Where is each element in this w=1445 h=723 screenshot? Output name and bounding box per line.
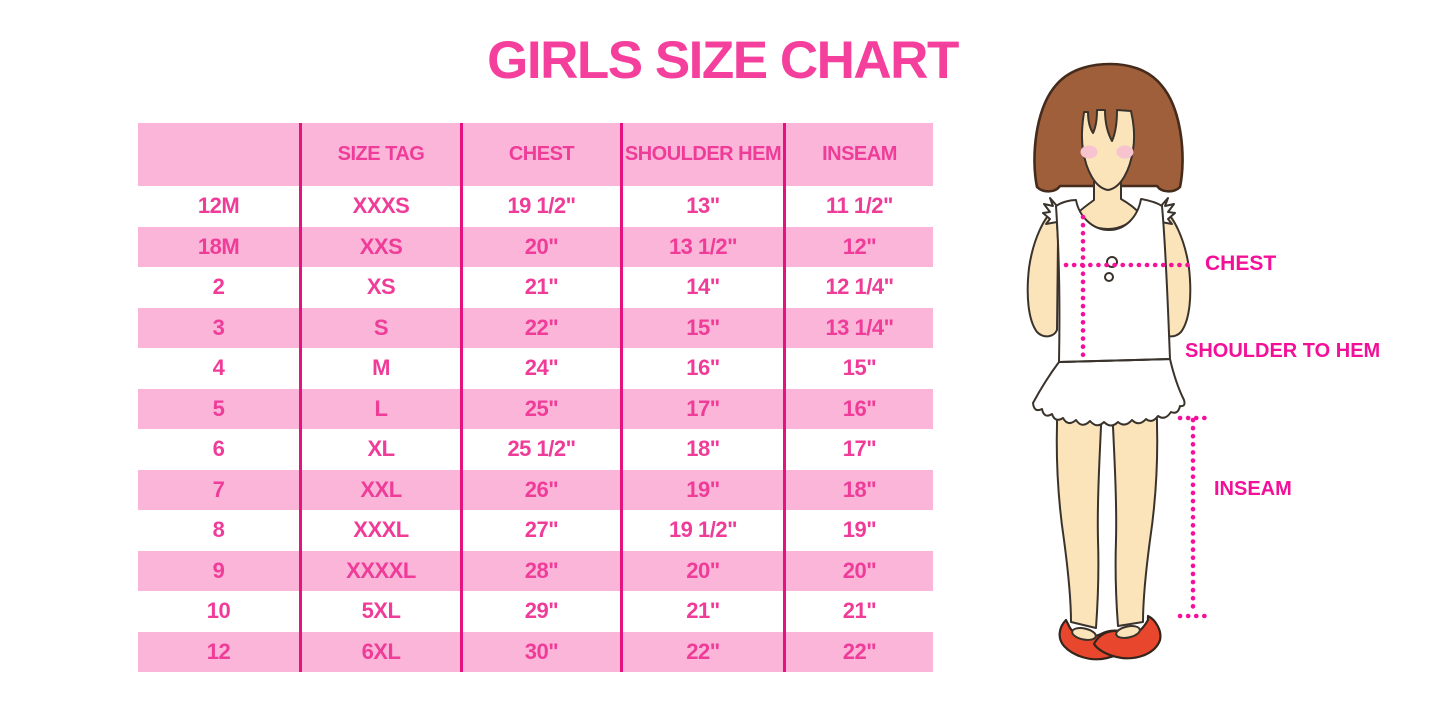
table-cell: 19 1/2": [620, 510, 783, 551]
table-cell: 13": [620, 186, 783, 227]
table-cell: 12: [206, 638, 231, 664]
face: [1080, 109, 1136, 191]
waist-seam: [1058, 358, 1171, 363]
column-header: CHEST: [460, 123, 620, 186]
table-cell: XXXL: [299, 510, 460, 551]
table-cell: 18": [620, 429, 783, 470]
table-cell: XXS: [299, 226, 460, 267]
table-cell: 16": [783, 388, 933, 429]
table-cell: 12": [783, 226, 933, 267]
table-cell: 12 1/4": [783, 267, 933, 308]
table-row: 4 M 24" 16" 15": [138, 348, 933, 389]
table-cell: XXXS: [299, 186, 460, 227]
table-cell: 22": [460, 307, 620, 348]
table-cell: 19 1/2": [460, 186, 620, 227]
table-row: 12M XXXS 19 1/2" 13" 11 1/2": [138, 186, 933, 227]
table-row: 9 XXXXL 28" 20" 20": [138, 550, 933, 591]
blush-right: [1116, 145, 1134, 159]
table-body: 12M XXXS 19 1/2" 13" 11 1/2" 18M XXS 20" 13 1/2"…: [138, 186, 933, 672]
girl-illustration: [1026, 62, 1209, 661]
size-table: SIZE TAG CHEST SHOULDER HEM INSEAM 12M XXXS 1…: [138, 123, 933, 672]
button-bottom: [1104, 272, 1114, 282]
shoulder-to-hem-label: SHOULDER TO HEM: [1185, 340, 1381, 362]
table-cell: 15": [620, 307, 783, 348]
inseam-label: INSEAM: [1214, 478, 1292, 500]
table-row: 3 S 22" 15" 13 1/4": [138, 307, 933, 348]
table-cell: XXXXL: [299, 550, 460, 591]
table-cell: 27": [460, 510, 620, 551]
table-cell: 24": [460, 348, 620, 389]
table-header-row: SIZE TAG CHEST SHOULDER HEM INSEAM: [138, 123, 933, 186]
leg-left: [1055, 397, 1103, 629]
table-cell: 19": [783, 510, 933, 551]
table-cell: 12M: [197, 193, 240, 219]
chest-label: CHEST: [1205, 252, 1277, 275]
table-row: 12 6XL 30" 22" 22": [138, 631, 933, 672]
table-cell: 13 1/4": [783, 307, 933, 348]
table-cell: XL: [299, 429, 460, 470]
table-cell: 18": [783, 469, 933, 510]
skirt: [1032, 358, 1186, 427]
column-header: INSEAM: [783, 123, 933, 186]
table-cell: 21": [783, 591, 933, 632]
table-cell: 5: [212, 395, 225, 421]
table-row: 2 XS 21" 14" 12 1/4": [138, 267, 933, 308]
table-cell: 10: [206, 598, 231, 624]
table-row: 6 XL 25 1/2" 18" 17": [138, 429, 933, 470]
table-cell: 22": [783, 631, 933, 672]
column-header: SHOULDER HEM: [620, 123, 783, 186]
table-cell: 2: [212, 274, 225, 300]
table-cell: 9: [212, 557, 225, 583]
blush-left: [1080, 145, 1098, 159]
table-cell: 21": [620, 591, 783, 632]
table-cell: XXL: [299, 469, 460, 510]
table-cell: 18M: [197, 233, 240, 259]
table-cell: 28": [460, 550, 620, 591]
table-row: 5 L 25" 17" 16": [138, 388, 933, 429]
column-header: SIZE TAG: [299, 123, 460, 186]
table-cell: 29": [460, 591, 620, 632]
table-cell: 25 1/2": [460, 429, 620, 470]
table-cell: 11 1/2": [783, 186, 933, 227]
table-row: 18M XXS 20" 13 1/2" 12": [138, 226, 933, 267]
table-cell: L: [299, 388, 460, 429]
table-row: 8 XXXL 27" 19 1/2" 19": [138, 510, 933, 551]
column-header: [138, 123, 299, 186]
table-cell: 3: [212, 314, 225, 340]
table-cell: 20": [783, 550, 933, 591]
table-cell: 25": [460, 388, 620, 429]
table-cell: S: [299, 307, 460, 348]
table-cell: 15": [783, 348, 933, 389]
table-cell: 21": [460, 267, 620, 308]
table-cell: 7: [212, 476, 225, 502]
hair: [1033, 62, 1184, 193]
table-cell: 22": [620, 631, 783, 672]
page-title: GIRLS SIZE CHART: [487, 31, 959, 90]
table-cell: 14": [620, 267, 783, 308]
arm-left: [1026, 207, 1059, 338]
table-cell: 19": [620, 469, 783, 510]
table-cell: 4: [212, 355, 225, 381]
shoe-right-opening: [1115, 625, 1141, 639]
shoe-left-opening: [1071, 627, 1097, 641]
table-cell: 5XL: [299, 591, 460, 632]
table-cell: 6XL: [299, 631, 460, 672]
table-cell: 20": [460, 226, 620, 267]
table-cell: 16": [620, 348, 783, 389]
table-cell: 30": [460, 631, 620, 672]
table-row: 7 XXL 26" 19" 18": [138, 469, 933, 510]
leg-right: [1111, 397, 1159, 627]
table-cell: 20": [620, 550, 783, 591]
table-row: 10 5XL 29" 21" 21": [138, 591, 933, 632]
table-cell: 8: [212, 517, 225, 543]
table-cell: XS: [299, 267, 460, 308]
table-cell: M: [299, 348, 460, 389]
table-cell: 17": [783, 429, 933, 470]
table-cell: 13 1/2": [620, 226, 783, 267]
table-cell: 6: [212, 436, 225, 462]
table-cell: 26": [460, 469, 620, 510]
table-cell: 17": [620, 388, 783, 429]
